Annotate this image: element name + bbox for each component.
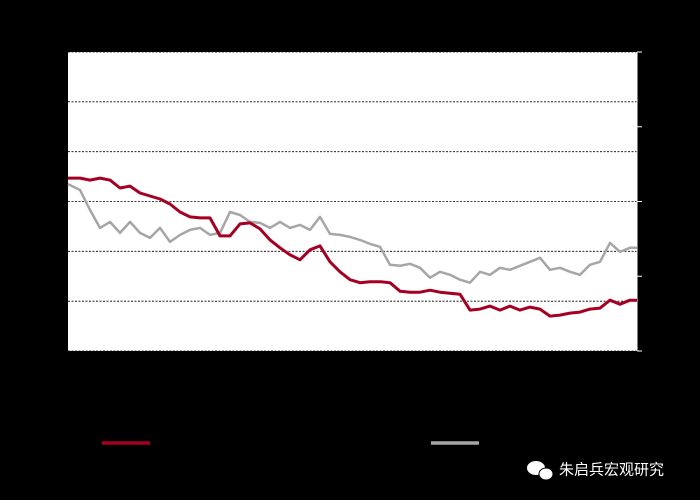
y-tick-label: 1: [52, 294, 60, 308]
y-tick-label: 6: [52, 45, 60, 59]
y-tick-label: 4: [52, 144, 60, 158]
y2-tick-label: 3: [647, 119, 655, 133]
y-tick-label: 0: [52, 344, 60, 358]
series-line: [67, 182, 637, 284]
watermark: 朱启兵宏观研究: [559, 461, 664, 479]
y2-tick-label: 2: [647, 194, 655, 208]
y-tick-label: 5: [52, 94, 60, 108]
y2-tick-label: 1: [647, 269, 655, 283]
y2-tick-label: 4: [647, 45, 655, 59]
y-tick-label: 3: [52, 194, 60, 208]
watermark-icon: [527, 461, 554, 481]
series-line: [68, 176, 637, 318]
y2-tick-label: 0: [647, 344, 655, 358]
y-tick-label: 2: [52, 244, 60, 258]
